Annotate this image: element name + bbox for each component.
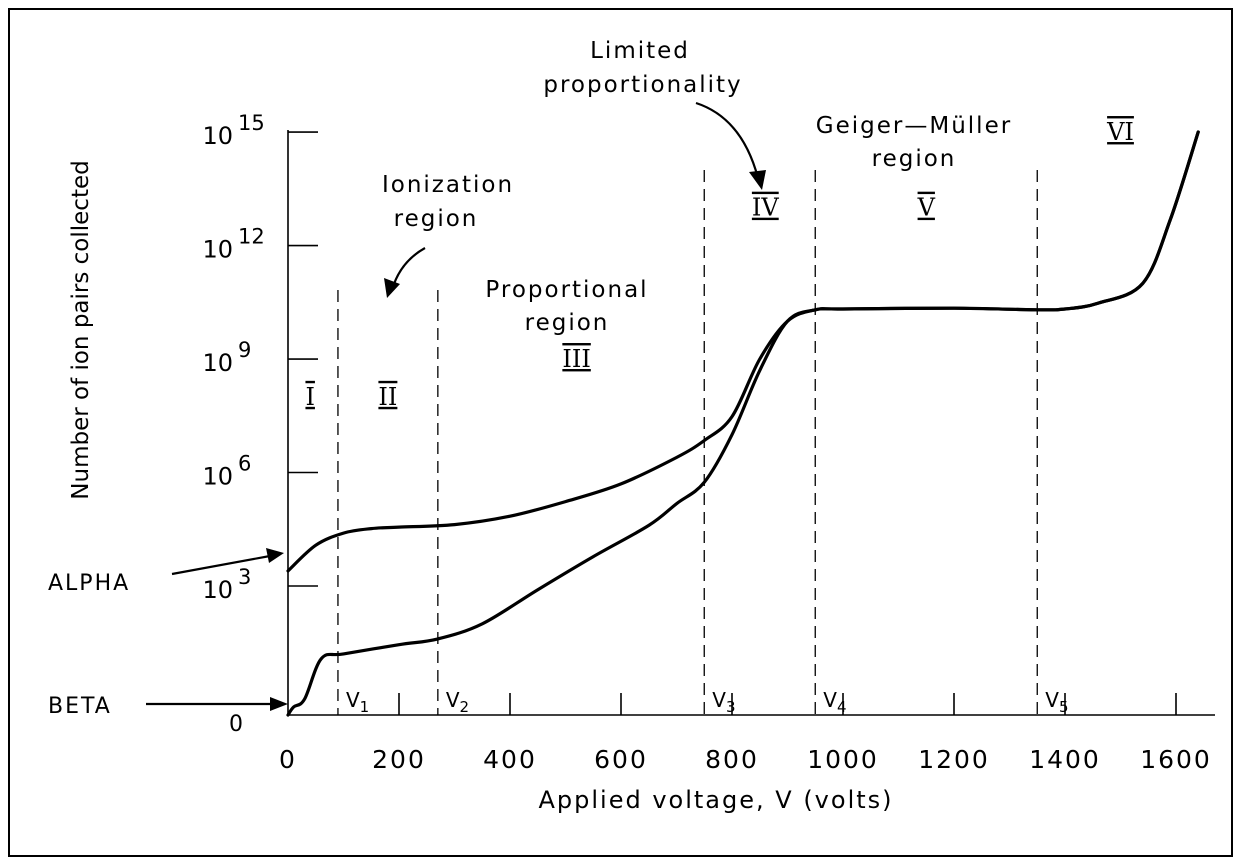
y-axis-label: Number of ion pairs collected	[68, 160, 94, 499]
threshold-label-2: V2	[446, 688, 469, 716]
region-numeral-2: II	[378, 383, 397, 411]
annotation-ionization-line2: region	[394, 206, 479, 232]
annotation-geiger: Geiger—Müller region	[816, 113, 1012, 172]
ionization-arrowhead	[384, 278, 400, 298]
series-label-alpha: ALPHA	[48, 571, 130, 596]
y-tick-label-4: 10	[202, 236, 233, 264]
x-tick-label-4: 800	[705, 745, 759, 774]
x-tick-label-8: 1600	[1140, 745, 1212, 774]
y-tick-exp-1: 3	[238, 565, 251, 589]
x-axis-label: Applied voltage, V (volts)	[538, 786, 893, 814]
annotation-limited: Limited proportionality	[543, 38, 766, 190]
limited-arrowhead	[749, 170, 766, 190]
threshold-label-5: V5	[1045, 688, 1068, 716]
beta-arrowhead	[270, 697, 288, 711]
annotation-geiger-line1: Geiger—Müller	[816, 113, 1012, 139]
x-tick-label-5: 1000	[807, 745, 879, 774]
x-ticks: 0 200 400 600 800 1000 1200 1400 1600	[279, 693, 1212, 774]
alpha-arrowhead	[266, 548, 284, 563]
threshold-label-3: V3	[712, 688, 735, 716]
y-tick-exp-5: 15	[238, 111, 265, 135]
chart-frame	[8, 8, 1233, 857]
y-tick-exp-4: 12	[238, 225, 265, 249]
y-tick-label-0: 0	[229, 712, 243, 737]
x-tick-label-0: 0	[279, 745, 297, 774]
y-tick-label-5: 10	[202, 122, 233, 150]
x-tick-label-3: 600	[594, 745, 648, 774]
region-numeral-3: III	[562, 345, 590, 373]
limited-arrow	[695, 101, 760, 179]
alpha-arrow	[171, 554, 271, 576]
series-line-beta	[286, 130, 1200, 717]
region-numeral-6: VI	[1106, 118, 1134, 146]
y-tick-label-3: 10	[202, 349, 233, 377]
threshold-label-4: V4	[823, 688, 846, 716]
y-tick-exp-2: 6	[238, 452, 251, 476]
y-tick-exp-3: 9	[238, 338, 251, 362]
series-label-beta: BETA	[48, 694, 112, 719]
x-tick-label-7: 1400	[1029, 745, 1101, 774]
annotation-proportional-line2: region	[525, 310, 610, 336]
annotation-proportional-line1: Proportional	[485, 277, 648, 303]
x-tick-label-2: 400	[483, 745, 537, 774]
region-numeral-1: I	[305, 383, 314, 411]
beta-pointer: BETA	[48, 694, 288, 719]
annotation-proportional: Proportional region	[485, 277, 648, 336]
y-tick-label-2: 10	[202, 463, 233, 491]
threshold-label-1: V1	[346, 688, 369, 716]
y-tick-label-1: 10	[202, 576, 233, 604]
x-tick-label-6: 1200	[918, 745, 990, 774]
region-numeral-5: V	[917, 194, 936, 222]
region-numeral-4: IV	[752, 194, 779, 222]
series-curves	[286, 130, 1200, 717]
annotation-limited-line2: proportionality	[543, 72, 742, 98]
x-tick-label-1: 200	[372, 745, 426, 774]
alpha-pointer: ALPHA	[48, 548, 284, 596]
annotation-limited-line1: Limited	[590, 38, 690, 64]
annotation-geiger-line2: region	[872, 146, 957, 172]
annotation-ionization: Ionization region	[382, 172, 514, 298]
annotation-ionization-line1: Ionization	[382, 172, 514, 198]
